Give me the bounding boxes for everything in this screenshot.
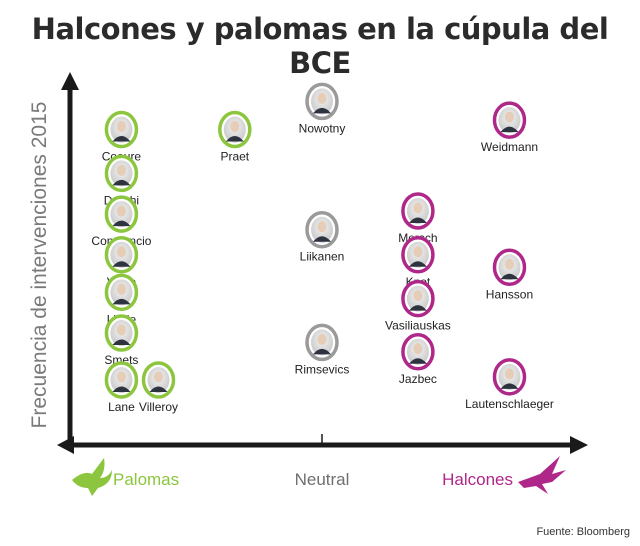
portrait-suit: [500, 383, 519, 389]
points-layer: CoeurePraetDraghiConstancioViscoLindeSme…: [91, 82, 554, 414]
point-label: Lautenschlaeger: [465, 397, 554, 411]
data-point-linde: Linde: [104, 273, 139, 326]
portrait-head: [116, 164, 126, 176]
data-point-lautenschlaeger: Lautenschlaeger: [465, 358, 554, 411]
category-label-halcones: Halcones: [442, 470, 513, 489]
portrait-suit: [408, 261, 427, 267]
source-note: Fuente: Bloomberg: [536, 526, 630, 538]
point-label: Smets: [104, 353, 138, 367]
portrait-head: [116, 246, 126, 258]
x-axis-arrow-right: [570, 436, 588, 454]
portrait-head: [116, 283, 126, 295]
dove-icon: [72, 458, 112, 496]
portrait-suit: [112, 386, 131, 392]
portrait-suit: [225, 136, 244, 142]
chart-title: Halcones y palomas en la cúpula del BCE: [31, 12, 609, 80]
portrait-head: [116, 205, 126, 217]
portrait-head: [413, 343, 423, 355]
portrait-head: [116, 324, 126, 336]
data-point-praet: Praet: [218, 110, 252, 164]
point-label: Praet: [220, 150, 249, 164]
portrait-head: [230, 121, 240, 133]
y-axis-arrow: [61, 72, 79, 90]
portrait-head: [504, 368, 514, 380]
portrait-suit: [112, 298, 131, 305]
portrait-head: [154, 371, 163, 383]
point-label: Lane: [108, 400, 135, 414]
data-point-vasiliauskas: Vasiliauskas: [385, 279, 451, 333]
point-label: Weidmann: [481, 140, 538, 154]
portrait-suit: [313, 236, 331, 242]
category-label-palomas: Palomas: [113, 470, 179, 489]
point-label: Villeroy: [139, 400, 178, 414]
data-point-rimsevics: Rimsevics: [295, 323, 350, 376]
data-point-weidmann: Weidmann: [481, 101, 538, 154]
axes: [57, 72, 588, 454]
point-label: Jazbec: [399, 372, 437, 386]
portrait-suit: [408, 217, 427, 223]
portrait-suit: [112, 220, 131, 227]
portrait-head: [116, 121, 126, 133]
data-point-hansson: Hansson: [486, 248, 533, 301]
portrait-head: [504, 258, 514, 270]
data-point-smets: Smets: [104, 314, 138, 367]
point-label: Nowotny: [299, 121, 346, 135]
category-label-neutral: Neutral: [295, 470, 350, 489]
hawk-icon: [518, 456, 566, 494]
portrait-head: [317, 92, 327, 104]
data-point-nowotny: Nowotny: [299, 82, 346, 135]
portrait-suit: [313, 348, 331, 355]
portrait-head: [413, 290, 423, 302]
portrait-head: [317, 221, 327, 233]
hawk-shape: [518, 456, 566, 494]
data-point-draghi: Draghi: [104, 154, 139, 207]
portrait-suit: [112, 136, 131, 142]
x-categories: Palomas Neutral Halcones: [72, 456, 566, 496]
portrait-suit: [112, 179, 131, 186]
portrait-head: [504, 111, 514, 123]
portrait-head: [116, 371, 126, 383]
portrait-suit: [500, 273, 519, 280]
data-point-villeroy: Villeroy: [139, 361, 178, 414]
point-label: Liikanen: [300, 250, 345, 264]
dove-shape: [72, 458, 112, 496]
data-point-jazbec: Jazbec: [399, 333, 437, 386]
portrait-suit: [112, 261, 131, 267]
data-point-lane: Lane: [104, 361, 139, 414]
portrait-suit: [500, 126, 519, 133]
point-label: Vasiliauskas: [385, 319, 451, 333]
data-point-liikanen: Liikanen: [300, 210, 345, 264]
data-point-mersch: Mersch: [398, 192, 438, 245]
portrait-suit: [112, 339, 131, 346]
portrait-suit: [149, 386, 168, 392]
portrait-head: [317, 333, 327, 345]
portrait-suit: [408, 305, 427, 311]
portrait-suit: [313, 107, 331, 114]
portrait-head: [413, 246, 423, 258]
point-label: Hansson: [486, 287, 533, 301]
x-axis-arrow-left: [57, 436, 74, 454]
point-label: Rimsevics: [295, 362, 350, 376]
portrait-head: [413, 202, 423, 214]
portrait-suit: [408, 358, 427, 364]
